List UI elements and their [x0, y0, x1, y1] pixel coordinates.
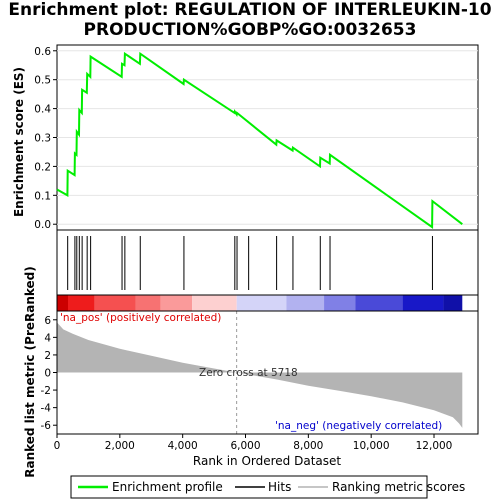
rank-yaxis-ticks: 6 4 2 0 -2 -4 -6 — [41, 315, 57, 432]
rank-xtick-label: 6,000 — [230, 440, 260, 452]
legend-label-enrichment-profile: Enrichment profile — [112, 480, 223, 494]
es-ylabel: Enrichment score (ES) — [12, 67, 26, 217]
rank-ytick-label: -4 — [41, 403, 52, 415]
es-curve — [56, 51, 463, 230]
rank-panel: 6 4 2 0 -2 -4 -6 0 2,000 4,000 6,000 8,000 10,000 12… — [23, 266, 479, 478]
heatmap-segment — [402, 295, 444, 311]
rank-xtick-label: 10,000 — [353, 440, 390, 452]
hits-lines — [67, 236, 433, 290]
es-panel: 0.0 0.1 0.2 0.3 0.4 0.5 0.6 Enrichment score (… — [12, 44, 479, 231]
chart-title-line1: Enrichment plot: REGULATION OF INTERLEUK… — [8, 0, 492, 20]
legend: Enrichment profile Hits Ranking metric s… — [70, 475, 465, 499]
metric-area — [57, 322, 463, 428]
heatmap-segment — [94, 295, 136, 311]
es-ytick-label: 0.4 — [34, 104, 51, 116]
rank-ytick-label: -2 — [41, 385, 51, 397]
heatmap-segment — [57, 295, 68, 311]
chart-title: Enrichment plot: REGULATION OF INTERLEUK… — [0, 0, 500, 40]
rank-xaxis-ticks: 0 2,000 4,000 6,000 8,000 10,000 12,000 — [54, 434, 453, 452]
rank-xtick-label: 0 — [54, 440, 61, 452]
rank-ytick-label: -6 — [41, 420, 52, 432]
es-ytick-label: 0.6 — [34, 46, 51, 58]
es-ytick-label: 0.0 — [34, 219, 51, 231]
rank-xtick-label: 4,000 — [168, 440, 198, 452]
rank-xlabel: Rank in Ordered Dataset — [193, 454, 341, 468]
heatmap-segment — [160, 295, 193, 311]
heatmap-segment — [443, 295, 463, 311]
es-ytick-label: 0.2 — [34, 161, 51, 173]
heatmap-segment — [192, 295, 237, 311]
heatmap-bar — [56, 294, 479, 312]
pos-label: 'na_pos' (positively correlated) — [60, 312, 221, 324]
rank-xtick-label: 2,000 — [105, 440, 135, 452]
es-gridlines — [57, 50, 478, 225]
heatmap-segment — [135, 295, 161, 311]
heatmap-segment — [324, 295, 356, 311]
rank-ytick-label: 6 — [44, 315, 51, 327]
es-yaxis-ticks: 0.0 0.1 0.2 0.3 0.4 0.5 0.6 — [34, 46, 57, 231]
hits-panel — [56, 229, 479, 296]
rank-ytick-label: 4 — [44, 332, 51, 344]
zero-cross-label: Zero cross at 5718 — [199, 367, 298, 379]
heatmap-segment — [286, 295, 325, 311]
heatmap-segment — [67, 295, 95, 311]
chart-title-line2: PRODUCTION%GOBP%GO:0032653 — [83, 20, 417, 40]
es-ytick-label: 0.3 — [34, 133, 51, 145]
rank-xtick-label: 8,000 — [293, 440, 323, 452]
heatmap-segments — [57, 295, 463, 311]
rank-ytick-label: 0 — [44, 368, 51, 380]
es-ytick-label: 0.1 — [34, 190, 51, 202]
legend-label-ranking-metric: Ranking metric scores — [332, 480, 465, 494]
rank-xtick-label: 12,000 — [416, 440, 453, 452]
rank-ytick-label: 2 — [44, 350, 51, 362]
heatmap-segment — [355, 295, 403, 311]
rank-ylabel: Ranked list metric (PreRanked) — [23, 266, 37, 478]
neg-label: 'na_neg' (negatively correlated) — [275, 420, 442, 432]
heatmap-segment — [236, 295, 287, 311]
legend-label-hits: Hits — [268, 480, 291, 494]
hits-panel-frame — [56, 229, 479, 296]
es-ytick-label: 0.5 — [34, 75, 51, 87]
